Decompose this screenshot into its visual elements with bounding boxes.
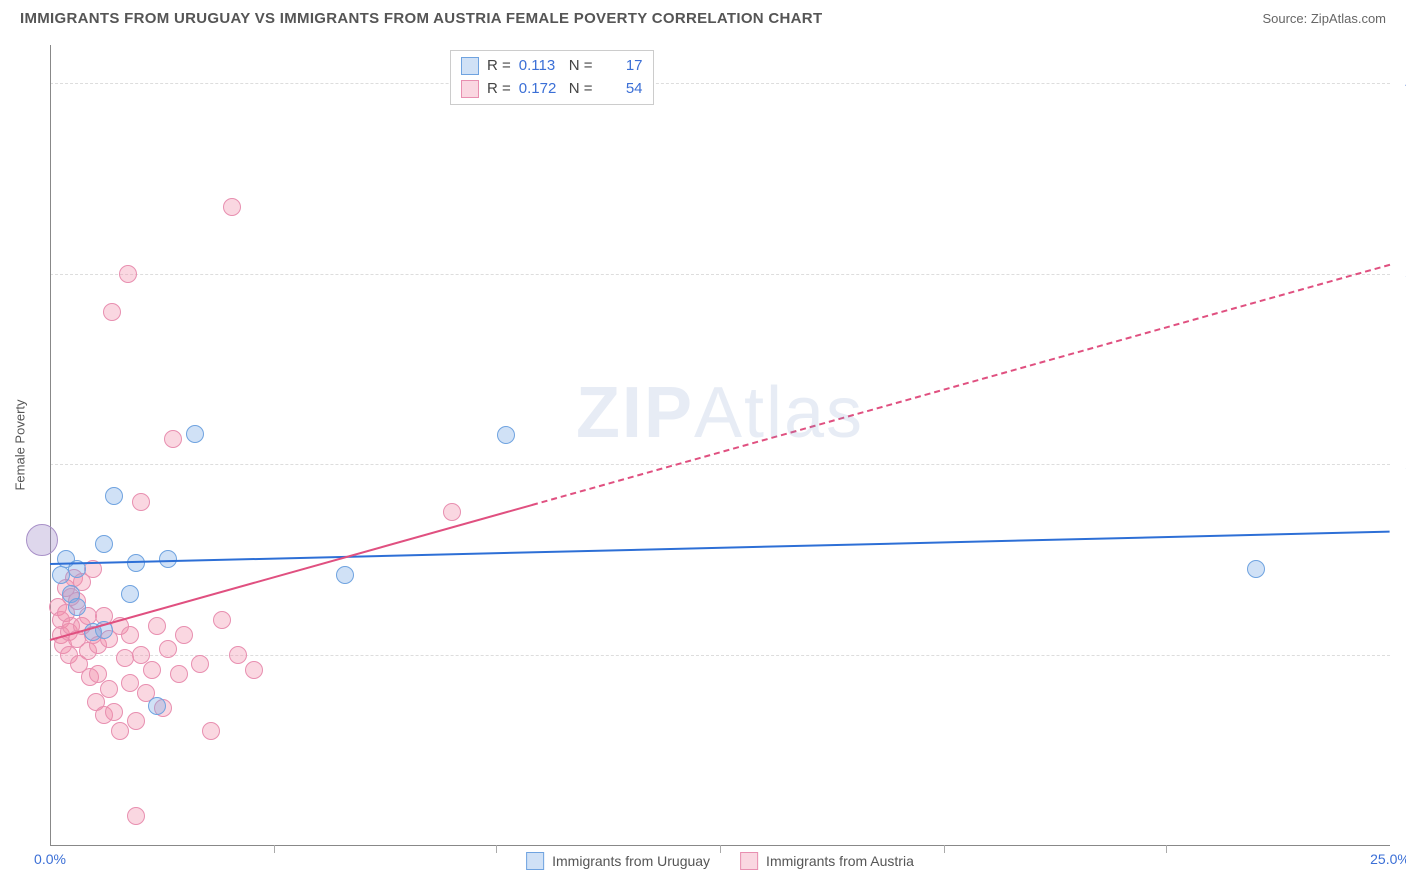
data-point-uruguay	[95, 535, 113, 553]
data-point-austria	[223, 198, 241, 216]
data-point-uruguay	[497, 426, 515, 444]
trend-line	[50, 531, 1390, 565]
stat-r-value: 0.113	[519, 55, 561, 78]
data-point-uruguay	[336, 566, 354, 584]
data-point-uruguay	[1247, 560, 1265, 578]
legend-swatch	[461, 80, 479, 98]
gridline-horizontal	[50, 83, 1390, 84]
data-point-austria	[127, 807, 145, 825]
data-point-austria	[175, 626, 193, 644]
gridline-horizontal	[50, 464, 1390, 465]
data-point-austria	[103, 303, 121, 321]
stats-row: R = 0.113 N = 17	[461, 55, 643, 78]
data-point-austria	[245, 661, 263, 679]
chart-container: Female Poverty 10.0%20.0%30.0%40.0%0.0%2…	[50, 45, 1390, 845]
data-point-austria	[100, 680, 118, 698]
data-point-austria	[202, 722, 220, 740]
chart-header: IMMIGRANTS FROM URUGUAY VS IMMIGRANTS FR…	[0, 0, 1406, 32]
data-point-austria	[111, 722, 129, 740]
data-point-austria	[229, 646, 247, 664]
stat-r-label: R =	[487, 55, 511, 78]
data-point-austria	[148, 617, 166, 635]
y-axis-line	[50, 45, 51, 845]
origin-marker	[26, 524, 58, 556]
stat-n-label: N =	[569, 55, 593, 78]
data-point-austria	[170, 665, 188, 683]
data-point-uruguay	[121, 585, 139, 603]
stat-n-value: 54	[601, 78, 643, 101]
stat-n-value: 17	[601, 55, 643, 78]
chart-title: IMMIGRANTS FROM URUGUAY VS IMMIGRANTS FR…	[20, 10, 822, 27]
x-minor-tick	[1166, 845, 1167, 853]
x-minor-tick	[944, 845, 945, 853]
stats-row: R = 0.172 N = 54	[461, 78, 643, 101]
x-minor-tick	[496, 845, 497, 853]
data-point-uruguay	[105, 487, 123, 505]
data-point-austria	[143, 661, 161, 679]
data-point-austria	[132, 493, 150, 511]
data-point-austria	[191, 655, 209, 673]
data-point-austria	[119, 265, 137, 283]
x-minor-tick	[274, 845, 275, 853]
x-tick-label: 0.0%	[34, 851, 66, 867]
gridline-horizontal	[50, 655, 1390, 656]
data-point-uruguay	[127, 554, 145, 572]
stat-r-value: 0.172	[519, 78, 561, 101]
data-point-austria	[164, 430, 182, 448]
data-point-uruguay	[186, 425, 204, 443]
legend-swatch	[740, 852, 758, 870]
scatter-plot: 10.0%20.0%30.0%40.0%0.0%25.0%	[50, 45, 1390, 845]
legend-label: Immigrants from Austria	[766, 853, 914, 869]
legend-label: Immigrants from Uruguay	[552, 853, 710, 869]
legend-swatch	[526, 852, 544, 870]
trend-line-dashed	[532, 264, 1390, 506]
legend-item: Immigrants from Uruguay	[526, 852, 710, 870]
legend-item: Immigrants from Austria	[740, 852, 914, 870]
data-point-austria	[213, 611, 231, 629]
stat-r-label: R =	[487, 78, 511, 101]
stat-n-label: N =	[569, 78, 593, 101]
stats-legend-box: R = 0.113 N = 17 R = 0.172 N = 54	[450, 50, 654, 105]
legend-swatch	[461, 57, 479, 75]
series-legend: Immigrants from Uruguay Immigrants from A…	[526, 852, 914, 870]
data-point-austria	[105, 703, 123, 721]
x-tick-label: 25.0%	[1370, 851, 1406, 867]
data-point-austria	[127, 712, 145, 730]
trend-line	[50, 504, 533, 641]
data-point-uruguay	[148, 697, 166, 715]
data-point-austria	[121, 626, 139, 644]
data-point-uruguay	[68, 598, 86, 616]
data-point-austria	[159, 640, 177, 658]
data-point-austria	[121, 674, 139, 692]
y-axis-label: Female Poverty	[13, 399, 28, 490]
data-point-austria	[443, 503, 461, 521]
gridline-horizontal	[50, 274, 1390, 275]
source-label: Source: ZipAtlas.com	[1262, 11, 1386, 26]
